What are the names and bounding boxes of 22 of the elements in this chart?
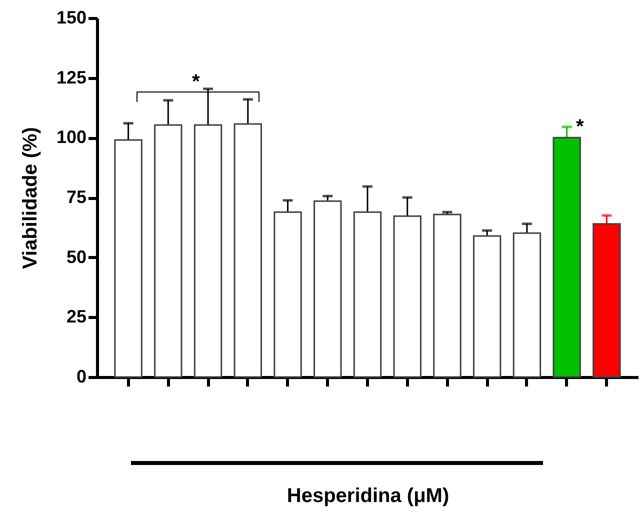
bar <box>433 214 462 378</box>
y-tick-label: 50 <box>66 246 86 267</box>
bar <box>274 211 302 378</box>
bar <box>353 211 382 378</box>
bar <box>472 235 502 378</box>
y-tick-label: 150 <box>56 8 86 28</box>
y-axis-title: Viabilidade (%) <box>19 127 42 269</box>
bar <box>154 124 182 378</box>
annotation: * <box>192 71 200 93</box>
y-tick-label: 100 <box>56 127 86 148</box>
y-tick-label: 125 <box>56 67 86 88</box>
y-tick-label: 75 <box>66 187 86 207</box>
bar <box>194 124 222 378</box>
y-tick-label: 25 <box>66 306 86 327</box>
bar <box>114 139 142 378</box>
bar <box>314 200 342 378</box>
bar <box>393 215 422 378</box>
bar <box>234 123 262 378</box>
y-tick-label: 0 <box>76 366 86 386</box>
x-axis-title: Hesperidina (μM) <box>286 485 450 507</box>
bar <box>512 232 542 378</box>
annotation: * <box>576 116 584 138</box>
